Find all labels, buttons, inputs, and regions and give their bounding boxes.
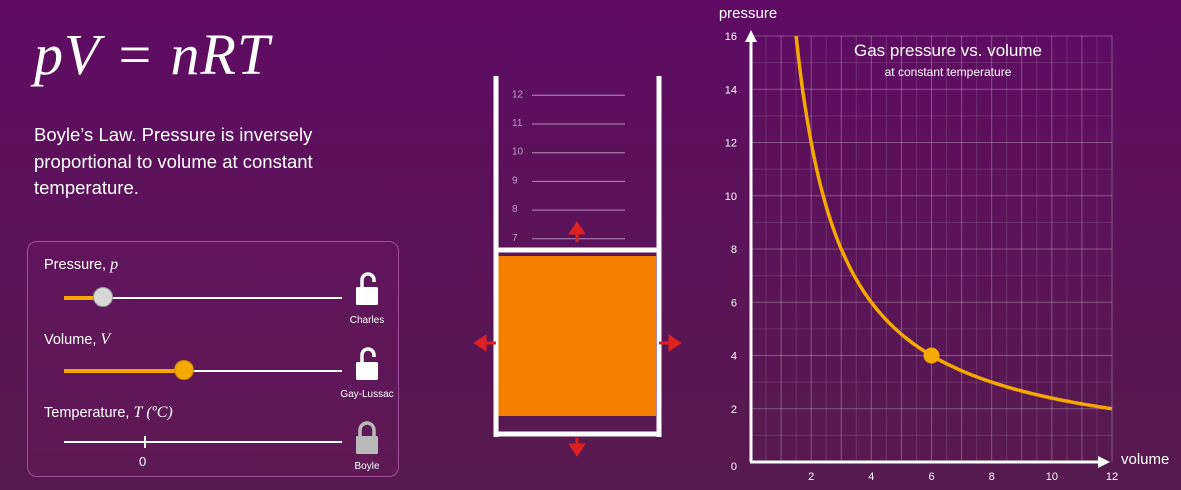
y-axis-arrow-icon	[745, 30, 757, 42]
boyle-lock-icon[interactable]	[353, 419, 381, 455]
cylinder-scale-label: 9	[512, 175, 518, 186]
volume-slider-fill	[64, 369, 184, 373]
temperature-slider[interactable]	[64, 436, 342, 448]
cylinder-scale-label: 12	[512, 89, 524, 100]
volume-slider[interactable]	[64, 360, 342, 380]
volume-slider-knob[interactable]	[173, 360, 194, 380]
pressure-label: Pressure, p	[44, 256, 119, 273]
temperature-zero-label: 0	[139, 454, 147, 469]
pressure-volume-curve	[794, 35, 1113, 411]
y-tick-label: 10	[725, 191, 737, 203]
cylinder-scale-label: 8	[512, 204, 518, 215]
cylinder-scale-label: 11	[512, 118, 523, 129]
cylinder-scale-label: 10	[512, 147, 524, 158]
y-tick-label: 6	[731, 297, 737, 309]
x-tick-label: 8	[989, 471, 995, 483]
y-axis-label: pressure	[719, 5, 777, 22]
temperature-label: Temperature, T (ºC)	[44, 404, 173, 421]
charles-lock-label: Charles	[349, 315, 385, 326]
gay-lussac-lock-label: Gay-Lussac	[340, 389, 394, 400]
x-tick-label: 10	[1046, 471, 1058, 483]
temperature-zero-tick	[144, 436, 146, 448]
y-tick-label: 2	[731, 404, 737, 416]
pressure-volume-graph: 2 4 6 8 10 12 0 2 4 6 8 10 12 14 16 pressure volume Ga…	[719, 5, 1170, 483]
cylinder-walls	[493, 76, 662, 437]
y-tick-label: 4	[731, 351, 737, 363]
x-axis-arrow-icon	[1098, 456, 1110, 468]
chart-subtitle: at constant temperature	[885, 65, 1012, 79]
y-tick-label: 14	[725, 84, 737, 96]
state-point-marker[interactable]	[923, 347, 940, 364]
gas-volume	[496, 256, 656, 416]
y-tick-label: 16	[725, 31, 737, 43]
x-tick-label: 2	[808, 471, 814, 483]
graph-ticks: 2 4 6 8 10 12 0 2 4 6 8 10 12 14 16	[725, 31, 1118, 483]
charles-unlock-icon[interactable]	[353, 270, 381, 306]
boyles-law-description: Boyle’s Law. Pressure is inversely propo…	[34, 124, 313, 198]
x-axis-label: volume	[1121, 451, 1169, 468]
volume-label: Volume, V	[44, 331, 111, 348]
gas-cylinder: 123456789101112	[473, 76, 682, 457]
x-tick-label: 4	[868, 471, 874, 483]
ideal-gas-equation: pV = nRT	[34, 22, 271, 87]
pressure-slider-fill	[64, 296, 103, 300]
y-tick-label: 12	[725, 138, 737, 150]
boyle-lock-label: Boyle	[354, 461, 380, 472]
pressure-slider[interactable]	[64, 287, 342, 307]
x-tick-label: 6	[928, 471, 934, 483]
pressure-arrows	[473, 221, 682, 457]
pressure-slider-knob[interactable]	[92, 287, 113, 307]
y-tick-label: 8	[731, 244, 737, 256]
cylinder-scale-label: 7	[512, 233, 518, 244]
chart-title: Gas pressure vs. volume	[854, 41, 1042, 60]
y-tick-label: 0	[731, 461, 737, 473]
gay-lussac-unlock-icon[interactable]	[353, 345, 381, 381]
control-panel: Pressure, p Charles Volume, V Gay-Lussac…	[27, 241, 399, 477]
x-tick-label: 12	[1106, 471, 1118, 483]
